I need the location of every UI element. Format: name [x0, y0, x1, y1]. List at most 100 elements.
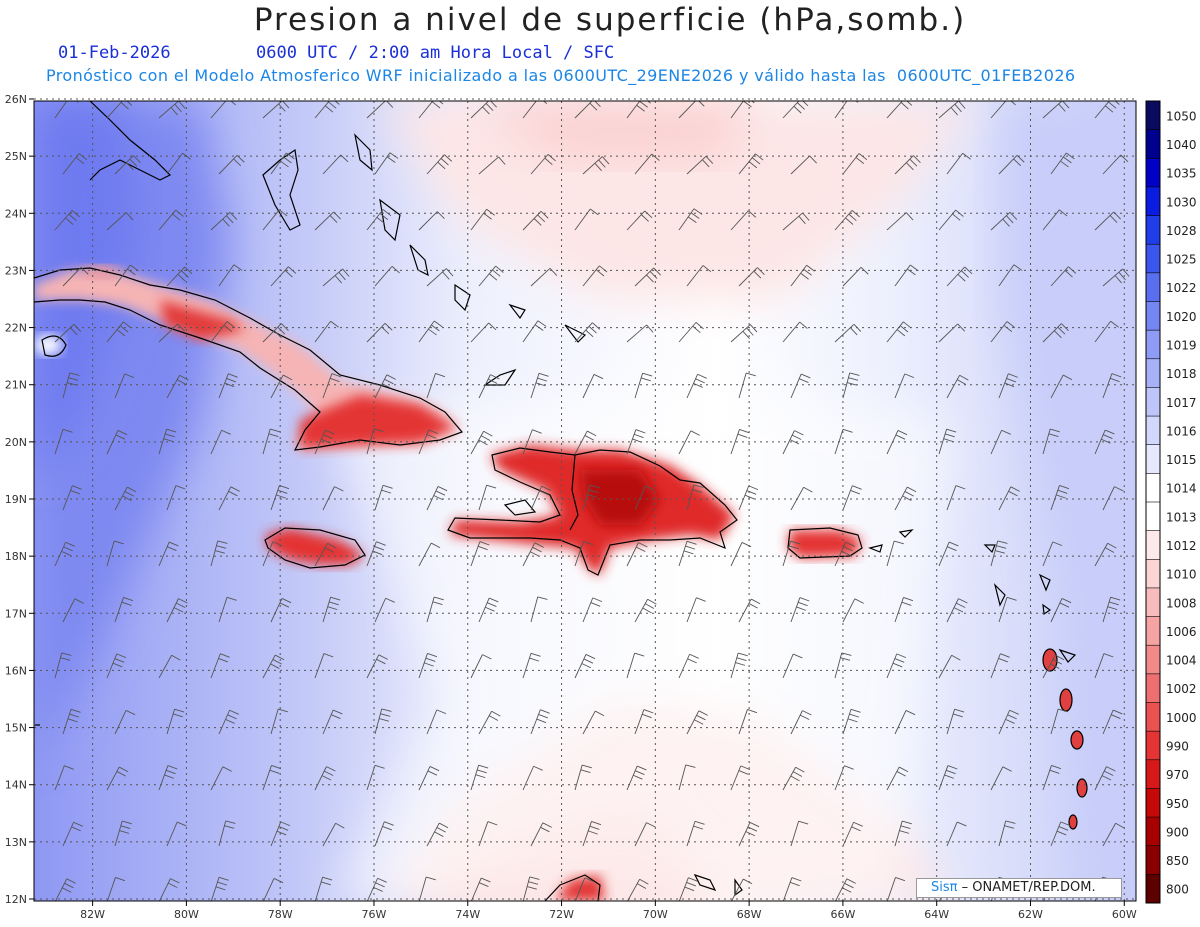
wind-barb: [418, 652, 438, 679]
colorbar-label: 1004: [1166, 654, 1197, 668]
wind-barb: [62, 266, 89, 287]
map-title: Presion a nivel de superficie (hPa,somb.…: [253, 2, 967, 38]
colorbar-swatch: [1146, 186, 1160, 217]
pressure-colorbar: 1050 1040 1035 1030 1028 1025 1022 1020 1019 1018…: [1145, 100, 1197, 904]
wind-barb: [1094, 766, 1116, 791]
wind-barb: [314, 320, 339, 343]
colorbar-swatch: [1146, 358, 1160, 388]
wind-barb: [626, 210, 653, 231]
colorbar-label: 1030: [1166, 195, 1197, 209]
wind-barb: [262, 323, 289, 343]
wind-barb: [418, 211, 445, 231]
wind-barb: [998, 486, 1020, 511]
wind-barb: [470, 430, 493, 455]
colorbar-label: 1040: [1166, 138, 1197, 152]
colorbar-label: 1013: [1166, 510, 1197, 524]
wind-barb: [730, 324, 758, 343]
wind-barb: [686, 265, 712, 287]
lat-label: 18N: [5, 550, 27, 563]
colorbar-label: 990: [1166, 739, 1189, 753]
wind-barb: [106, 212, 134, 231]
wind-barb: [998, 709, 1019, 735]
wind-barb: [166, 598, 188, 623]
wind-barb: [842, 266, 869, 287]
wind-barb: [998, 264, 1023, 287]
colorbar-label: 1028: [1166, 224, 1197, 238]
wind-barb: [634, 598, 657, 623]
wind-barb: [54, 210, 80, 231]
colorbar-label: 1018: [1166, 367, 1197, 381]
wind-barb: [946, 266, 973, 287]
wind-barb: [1102, 486, 1124, 511]
wind-barb: [886, 321, 912, 343]
colorbar-label: 1014: [1166, 482, 1197, 496]
wind-barb: [470, 877, 491, 901]
wind-barb: [322, 268, 350, 287]
wind-barb: [166, 266, 193, 287]
wind-barb: [938, 541, 959, 567]
lat-label: 23N: [5, 264, 27, 277]
wind-barb: [210, 876, 229, 901]
wind-barb: [1094, 320, 1119, 343]
wind-barb: [990, 766, 1012, 791]
colorbar-swatch: [1146, 272, 1160, 302]
wind-barb: [166, 708, 185, 735]
colorbar-label: 1017: [1166, 396, 1197, 410]
wind-barb: [478, 821, 498, 847]
wind-barb: [738, 708, 758, 735]
wind-barb: [158, 323, 185, 343]
wind-barb: [738, 372, 756, 399]
wind-barb: [314, 766, 336, 791]
credit-box: Sisπ – ONAMET/REP.DOM.: [916, 878, 1122, 898]
wind-barb: [782, 101, 809, 119]
wind-barb: [730, 210, 757, 231]
lon-label: 78W: [268, 908, 293, 921]
credit-brand: Sisπ: [931, 880, 958, 895]
wind-barb: [626, 652, 645, 679]
wind-barb: [322, 709, 343, 735]
wind-barb: [426, 268, 454, 287]
colorbar-label: 1015: [1166, 453, 1197, 467]
wind-barb: [530, 372, 549, 399]
wind-barb: [210, 766, 232, 791]
wind-barb: [1050, 374, 1073, 399]
colorbar-swatch: [1146, 645, 1160, 675]
colorbar-swatch: [1146, 330, 1160, 360]
wind-barb: [106, 653, 127, 679]
wind-barb: [478, 710, 501, 735]
wind-barb: [530, 485, 551, 511]
wind-barb: [886, 212, 914, 231]
wind-barb: [834, 210, 860, 231]
wind-barb: [626, 542, 648, 567]
wind-barb: [374, 152, 399, 175]
wind-barb: [158, 654, 181, 679]
lat-label: 12N: [5, 893, 27, 906]
colorbar-swatch: [1146, 702, 1160, 732]
wind-barb: [1042, 428, 1060, 455]
wind-barb: [270, 374, 293, 399]
wind-barb: [366, 209, 392, 231]
wind-barb: [158, 428, 177, 455]
wind-barb: [114, 264, 139, 287]
wind-barb: [894, 264, 919, 287]
wind-barb: [322, 486, 344, 511]
wind-barb: [946, 152, 971, 175]
wind-barb: [418, 542, 441, 567]
wind-barb: [1094, 542, 1117, 567]
wind-barb: [990, 653, 1010, 679]
wind-barb: [366, 877, 387, 901]
wind-barb: [938, 323, 965, 343]
lon-label: 62W: [1018, 908, 1043, 921]
wind-barb: [478, 484, 497, 511]
wind-barb: [790, 710, 812, 735]
colorbar-swatch: [1146, 387, 1160, 417]
wind-barb: [790, 155, 817, 175]
wind-barb: [418, 429, 439, 455]
wind-barb: [1094, 429, 1115, 455]
wind-barb: [1042, 654, 1065, 679]
wind-barb: [894, 710, 916, 735]
colorbar-label: 1000: [1166, 711, 1197, 725]
wind-barb: [678, 877, 698, 901]
lon-label: 60W: [1112, 908, 1137, 921]
